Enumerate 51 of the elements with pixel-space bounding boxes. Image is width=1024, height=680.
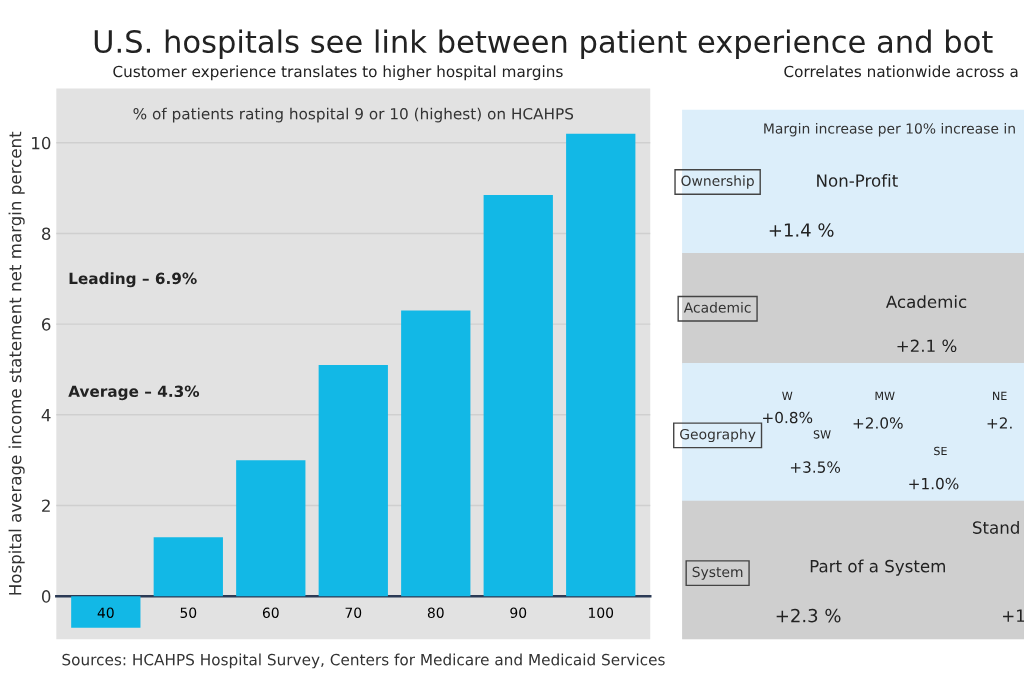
text: SW <box>813 430 831 439</box>
x-tick-label: 70 <box>345 607 362 618</box>
text: NE <box>993 391 1007 400</box>
text: Geography <box>680 428 756 443</box>
y-tick-label: 0 <box>41 590 51 603</box>
y-tick-label: 2 <box>42 499 50 512</box>
bar <box>483 194 553 597</box>
text: +2.1 % <box>897 339 957 353</box>
source-note: Sources: HCAHPS Hospital Survey, Centers for Medicare and Medicaid Services <box>62 653 665 669</box>
text: W <box>782 391 793 400</box>
bar <box>71 596 141 628</box>
text: Academic <box>683 302 751 313</box>
text: Correlates nationwide across a <box>784 65 1018 78</box>
text: Stand <box>973 520 1019 534</box>
bar <box>401 310 471 597</box>
x-tick-label: 40 <box>97 607 114 618</box>
text: Academic <box>885 295 967 309</box>
chart-title: U.S. hospitals see link between patient experience and bot <box>94 29 993 59</box>
x-tick-label: 100 <box>589 607 614 618</box>
y-tick-label: 4 <box>41 408 51 422</box>
text: +2.3 % <box>776 608 841 623</box>
x-tick-label: 80 <box>427 607 444 618</box>
bar <box>566 133 636 597</box>
y-tick-label: 8 <box>41 227 51 241</box>
y-axis-title: Hospital average income statement net margin percent <box>8 131 25 595</box>
text: System <box>692 566 743 580</box>
x-tick-label: 90 <box>510 607 527 618</box>
text: +1 <box>1003 609 1024 622</box>
annotation: Leading – 6.9% <box>69 272 197 288</box>
text: SE <box>934 446 947 456</box>
text: +0.8% <box>763 411 813 424</box>
y-tick-label: 6 <box>42 318 51 331</box>
x-tick-label: 60 <box>262 607 279 618</box>
text: +3.5% <box>790 461 841 473</box>
bar <box>153 537 223 597</box>
text: +2. <box>987 417 1012 429</box>
text: Part of a System <box>810 559 945 576</box>
x-tick-label: 50 <box>180 607 197 618</box>
x-axis-title: % of patients rating hospital 9 or 10 (highest) on HCAHPS <box>133 107 574 123</box>
text: Ownership <box>681 175 754 189</box>
y-tick-label: 10 <box>32 136 51 150</box>
annotation: Average – 4.3% <box>68 385 200 401</box>
text: Margin increase per 10% increase in <box>764 122 1015 137</box>
text: MW <box>875 391 895 400</box>
text: +1.0% <box>909 477 959 490</box>
bar <box>236 460 306 597</box>
text: +1.4 % <box>769 223 834 237</box>
bar <box>318 364 388 597</box>
text: Non-Profit <box>817 173 898 187</box>
text: +2.0% <box>853 417 903 429</box>
chart-subtitle: Customer experience translates to higher hospital margins <box>113 65 563 81</box>
